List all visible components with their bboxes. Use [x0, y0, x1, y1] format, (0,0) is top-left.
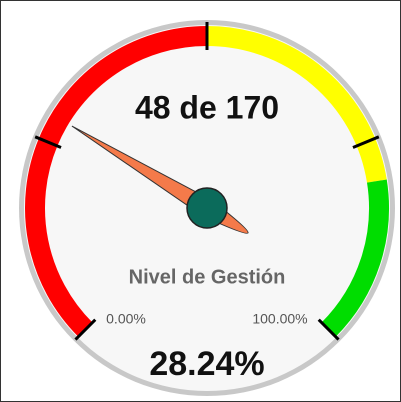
- min-label: 0.00%: [106, 311, 146, 327]
- gauge-title: 48 de 170: [135, 89, 279, 125]
- gauge-band: [206, 26, 387, 183]
- tick-mark: [317, 318, 340, 341]
- tick-mark: [34, 135, 62, 149]
- needle-hub: [186, 187, 228, 229]
- gauge-label: Nivel de Gestión: [129, 266, 286, 288]
- tick-mark: [74, 318, 97, 341]
- max-label: 100.00%: [252, 311, 307, 327]
- gauge-band: [321, 179, 389, 337]
- value-label: 28.24%: [149, 345, 264, 383]
- tick-mark: [352, 135, 380, 149]
